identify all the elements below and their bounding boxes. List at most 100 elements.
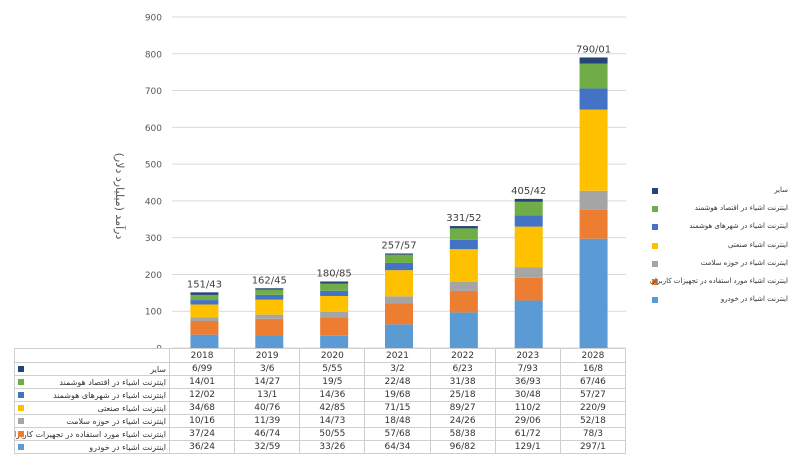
total-labels: 151/43 162/45 180/85 257/57 331/52 405/42 790/… <box>187 44 611 290</box>
bar-segment <box>255 289 284 295</box>
bar-total-label: 331/52 <box>446 213 481 224</box>
bar-segment <box>579 57 608 64</box>
bar-segment <box>514 201 543 216</box>
table-row-label: اینترنت اشیاء در شهرهای هوشمند <box>14 388 170 402</box>
legend-swatch <box>652 242 658 249</box>
table-cell: 30/48 <box>494 388 561 402</box>
table-row: اینترنت اشیاء صنعتی 34/68 40/76 42/85 71/15 8… <box>14 401 627 415</box>
table-cell: 25/18 <box>429 388 496 402</box>
bar-segment <box>385 324 413 348</box>
table-header-year: 2019 <box>234 348 301 363</box>
table-cell: 64/34 <box>364 440 431 454</box>
series-swatch <box>18 418 24 424</box>
table-cell: 6/99 <box>168 362 236 376</box>
table-row-label: اینترنت اشیاء در خودرو <box>14 440 170 454</box>
bar-segment <box>579 190 608 210</box>
series-name: اینترنت اشیاء در حوزه سلامت <box>66 416 166 426</box>
bar-segment <box>190 292 219 295</box>
table-cell: 32/59 <box>234 440 301 454</box>
legend-item: سایر <box>648 186 788 204</box>
legend-label: اینترنت اشیاء در حوزه سلامت <box>700 258 788 267</box>
series-swatch <box>18 392 24 398</box>
bar-segment <box>579 238 608 348</box>
series-name: اینترنت اشیاء در شهرهای هوشمند <box>53 390 166 400</box>
table-header-year: 2020 <box>299 348 366 363</box>
bar-total-label: 405/42 <box>511 186 546 197</box>
table-row: سایر 6/99 3/6 5/55 3/2 6/23 7/93 16/8 <box>14 362 627 376</box>
bar-segment <box>449 290 478 313</box>
table-cell: 13/1 <box>234 388 301 402</box>
table-cell: 33/26 <box>299 440 366 454</box>
bar-segment <box>255 294 284 300</box>
table-cell: 24/26 <box>429 414 496 428</box>
table-cell: 29/06 <box>494 414 561 428</box>
bar-segment <box>579 109 608 191</box>
table-cell: 10/16 <box>168 414 236 428</box>
series-name: اینترنت اشیاء در خودرو <box>89 442 166 452</box>
series-name: سایر <box>150 364 166 374</box>
series-name: اینترنت اشیاء صنعتی <box>97 403 166 413</box>
bar-segment <box>449 249 478 282</box>
bar-segment <box>255 318 284 337</box>
table-cell: 7/93 <box>494 362 561 376</box>
table-cell: 61/72 <box>494 427 561 441</box>
table-cell: 67/46 <box>559 375 627 389</box>
bar-segment <box>255 288 284 290</box>
table-cell: 14/73 <box>299 414 366 428</box>
table-cell: 22/48 <box>364 375 431 389</box>
bar-segment <box>190 334 219 348</box>
legend-item: اینترنت اشیاء صنعتی <box>648 241 788 259</box>
y-tick-label: 900 <box>145 14 162 24</box>
legend-item: اینترنت اشیاء مورد استفاده در تجهیزات کا… <box>648 277 788 295</box>
table-cell: 71/15 <box>364 401 431 415</box>
bar-segment <box>449 312 478 348</box>
bar-segment <box>190 294 219 301</box>
legend-swatch <box>652 278 658 285</box>
table-cell: 220/9 <box>559 401 627 415</box>
table-cell: 37/24 <box>168 427 236 441</box>
legend: سایر اینترنت اشیاء در اقتصاد هوشمند اینترن… <box>648 186 788 313</box>
bar-segment <box>385 262 413 271</box>
table-cell: 3/6 <box>234 362 301 376</box>
table-cell: 12/02 <box>168 388 236 402</box>
bar-segment <box>190 304 219 318</box>
y-tick-label: 100 <box>145 308 162 318</box>
y-tick-label: 0 <box>156 345 162 349</box>
legend-swatch <box>652 224 658 231</box>
y-tick-label: 300 <box>145 234 162 244</box>
table-row-label: اینترنت اشیاء صنعتی <box>14 401 170 415</box>
bar-segment <box>579 88 608 110</box>
bar-segment <box>320 283 349 291</box>
bar-segment <box>514 300 543 348</box>
y-tick-label: 600 <box>145 124 162 134</box>
table-row: اینترنت اشیاء در شهرهای هوشمند 12/02 13/1 1… <box>14 388 627 402</box>
legend-label: اینترنت اشیاء مورد استفاده در تجهیزات کا… <box>649 276 788 285</box>
legend-label: اینترنت اشیاء در اقتصاد هوشمند <box>694 204 788 213</box>
bar-segment <box>255 299 284 315</box>
bar-segment <box>255 314 284 319</box>
table-header-year: 2023 <box>494 348 561 363</box>
table-cell: 96/82 <box>429 440 496 454</box>
bar-segment <box>449 226 478 229</box>
series-swatch <box>18 405 24 411</box>
bar-segment <box>385 270 413 297</box>
y-tick-label: 800 <box>145 50 162 60</box>
table-cell: 89/27 <box>429 401 496 415</box>
bar-segment <box>320 335 349 348</box>
bar-segment <box>449 281 478 291</box>
bar-segment <box>514 198 543 202</box>
table-cell: 40/76 <box>234 401 301 415</box>
bar-segment <box>320 290 349 296</box>
table-row: اینترنت اشیاء مورد استفاده در تجهیزات کا… <box>14 427 627 441</box>
legend-item: اینترنت اشیاء در خودرو <box>648 295 788 313</box>
table-cell: 3/2 <box>364 362 431 376</box>
table-cell: 5/55 <box>299 362 366 376</box>
series-swatch <box>18 379 24 385</box>
table-row: اینترنت اشیاء در خودرو 36/24 32/59 33/26 64/… <box>14 440 627 454</box>
table-cell: 6/23 <box>429 362 496 376</box>
table-cell: 57/27 <box>559 388 627 402</box>
legend-swatch <box>652 206 658 213</box>
legend-swatch <box>652 260 658 267</box>
bar-total-label: 162/45 <box>252 275 287 286</box>
bar-segment <box>514 267 543 278</box>
